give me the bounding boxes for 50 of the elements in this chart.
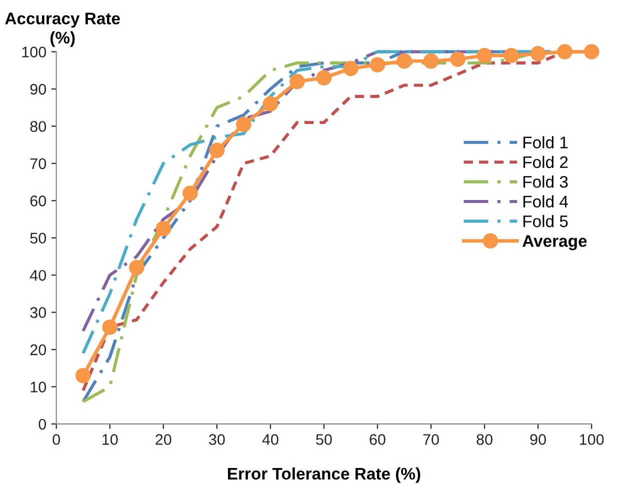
x-tick-label: 90 — [530, 434, 546, 445]
y-axis-title: Accuracy Rate (%) — [5, 12, 120, 47]
y-tick-label: 100 — [22, 46, 46, 58]
point — [530, 46, 546, 62]
point — [476, 48, 492, 64]
point — [584, 44, 600, 60]
x-tick-label: 100 — [580, 434, 604, 445]
point — [128, 260, 144, 276]
y-tick-label: 50 — [30, 232, 46, 244]
point — [236, 116, 252, 132]
point — [396, 53, 412, 69]
y-tick-label: 0 — [38, 418, 46, 430]
y-tick-label: 40 — [30, 270, 46, 281]
legend-label: Fold 4 — [523, 195, 568, 208]
point — [209, 142, 225, 158]
point — [370, 57, 386, 72]
point — [290, 74, 305, 90]
point — [262, 96, 278, 112]
point — [156, 220, 172, 236]
x-tick-label: 80 — [476, 434, 492, 445]
x-axis-title: Error Tolerance Rate (%) — [228, 467, 420, 483]
x-tick-label: 0 — [52, 434, 60, 445]
point — [182, 186, 198, 201]
x-tick-label: 10 — [102, 434, 118, 445]
point — [343, 60, 358, 76]
legend-label: Fold 2 — [523, 156, 568, 168]
legend-label: Fold 5 — [523, 214, 568, 228]
x-tick-label: 50 — [316, 434, 332, 445]
legend-label: Fold 3 — [523, 176, 568, 188]
x-tick-label: 30 — [208, 434, 225, 445]
point — [316, 70, 332, 86]
point — [102, 320, 118, 335]
y-tick-label: 30 — [30, 307, 46, 318]
y-tick-label: 90 — [30, 84, 46, 95]
legend-label: Fold 1 — [523, 136, 568, 148]
y-tick-label: 10 — [30, 382, 46, 392]
x-tick-label: 70 — [423, 434, 439, 445]
y-tick-label: 60 — [30, 196, 46, 206]
y-tick-label: 70 — [30, 158, 46, 170]
x-tick-label: 40 — [262, 434, 278, 445]
point — [75, 368, 91, 384]
point — [450, 52, 466, 67]
x-tick-label: 20 — [156, 434, 172, 445]
legend-label: Average — [522, 235, 587, 250]
y-tick-label: 20 — [30, 344, 46, 356]
x-tick-label: 60 — [370, 434, 386, 445]
point — [557, 44, 572, 60]
point — [423, 53, 439, 69]
y-tick-label: 80 — [30, 121, 46, 132]
point — [504, 48, 519, 64]
